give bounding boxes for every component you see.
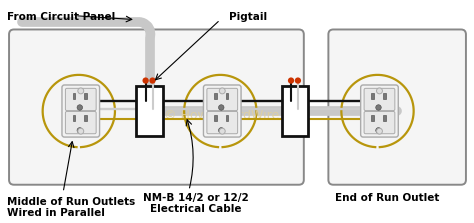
Bar (226, 115, 228, 121)
Circle shape (295, 77, 301, 84)
Bar (137, 87, 163, 136)
Circle shape (78, 128, 84, 134)
Circle shape (376, 128, 383, 134)
Bar (73, 93, 75, 99)
FancyBboxPatch shape (207, 88, 237, 111)
Circle shape (219, 128, 224, 133)
Circle shape (219, 88, 225, 94)
Text: © HowToHardWire.com: © HowToHardWire.com (164, 109, 310, 122)
Bar (84, 93, 87, 99)
FancyBboxPatch shape (65, 88, 96, 111)
Bar (214, 93, 217, 99)
FancyBboxPatch shape (364, 112, 395, 134)
Text: Middle of Run Outlets
Wired in Parallel: Middle of Run Outlets Wired in Parallel (7, 196, 136, 218)
Bar (371, 115, 374, 121)
FancyBboxPatch shape (364, 88, 395, 111)
Bar (383, 115, 386, 121)
FancyBboxPatch shape (328, 29, 466, 185)
Circle shape (376, 128, 381, 133)
Circle shape (77, 128, 82, 133)
Circle shape (376, 105, 381, 110)
Circle shape (143, 77, 149, 84)
Bar (383, 93, 386, 99)
Text: End of Run Outlet: End of Run Outlet (335, 193, 439, 202)
FancyBboxPatch shape (9, 29, 304, 185)
Bar (73, 115, 75, 121)
Bar (214, 115, 217, 121)
Circle shape (219, 128, 225, 134)
Circle shape (219, 105, 224, 110)
Circle shape (149, 77, 155, 84)
FancyBboxPatch shape (207, 112, 237, 134)
FancyBboxPatch shape (65, 112, 96, 134)
FancyBboxPatch shape (361, 85, 398, 137)
Bar (282, 87, 308, 136)
Circle shape (77, 105, 82, 110)
Text: From Circuit Panel: From Circuit Panel (7, 12, 115, 22)
Bar (371, 93, 374, 99)
Text: Pigtail: Pigtail (229, 12, 267, 22)
Bar (84, 115, 87, 121)
Circle shape (376, 88, 383, 94)
FancyBboxPatch shape (203, 85, 241, 137)
Text: NM-B 14/2 or 12/2
Electrical Cable: NM-B 14/2 or 12/2 Electrical Cable (143, 193, 248, 214)
Circle shape (78, 88, 84, 94)
FancyBboxPatch shape (62, 85, 100, 137)
Bar (226, 93, 228, 99)
Circle shape (288, 77, 294, 84)
